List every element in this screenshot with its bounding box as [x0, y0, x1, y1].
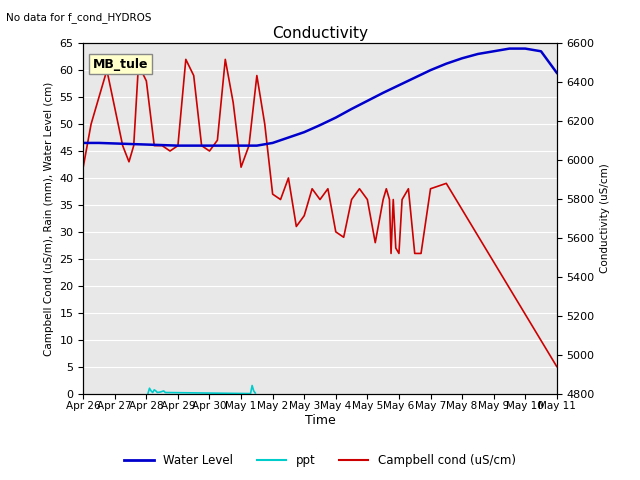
Y-axis label: Conductivity (uS/cm): Conductivity (uS/cm) [600, 164, 611, 273]
Text: MB_tule: MB_tule [93, 58, 148, 71]
Y-axis label: Campbell Cond (uS/m), Rain (mm), Water Level (cm): Campbell Cond (uS/m), Rain (mm), Water L… [44, 81, 54, 356]
Legend: Water Level, ppt, Campbell cond (uS/cm): Water Level, ppt, Campbell cond (uS/cm) [119, 449, 521, 472]
Text: No data for f_cond_HYDROS: No data for f_cond_HYDROS [6, 12, 152, 23]
Title: Conductivity: Conductivity [272, 25, 368, 41]
X-axis label: Time: Time [305, 414, 335, 427]
